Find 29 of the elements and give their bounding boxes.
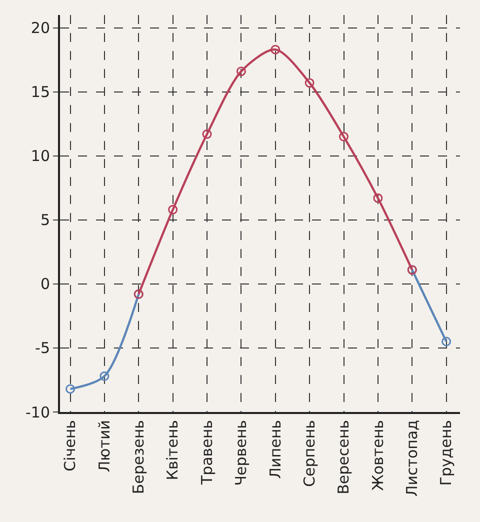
point: [373, 193, 383, 203]
x-tick-label: Травень: [198, 420, 216, 486]
x-tick-label: Листопад: [403, 420, 422, 497]
point: [168, 204, 178, 214]
x-tick-label: Січень: [61, 420, 80, 472]
point: [270, 44, 280, 54]
y-tick-label: -5: [35, 339, 50, 358]
y-tick-label: 0: [40, 275, 50, 294]
point: [442, 336, 452, 346]
x-tick-label: Червень: [232, 420, 250, 486]
x-tick-label: Квітень: [164, 420, 182, 480]
x-tick-label: Серпень: [300, 420, 318, 487]
point: [304, 78, 314, 88]
x-tick-label: Липень: [266, 420, 284, 479]
y-tick-label: 15: [30, 83, 50, 102]
y-tick-label: 20: [30, 19, 50, 38]
point: [339, 132, 349, 142]
x-tick-label: Березень: [130, 420, 148, 494]
point: [100, 371, 110, 381]
x-tick-label: Лютий: [95, 420, 114, 472]
x-tick-label: Жовтень: [368, 420, 387, 491]
point: [236, 66, 246, 76]
y-tick-label: -10: [26, 403, 50, 422]
y-tick-label: 5: [40, 211, 50, 230]
x-tick-label: Вересень: [334, 420, 353, 494]
y-tick-label: 10: [30, 147, 50, 166]
point: [202, 129, 212, 139]
x-tick-label: Грудень: [437, 420, 456, 486]
point: [66, 384, 76, 394]
